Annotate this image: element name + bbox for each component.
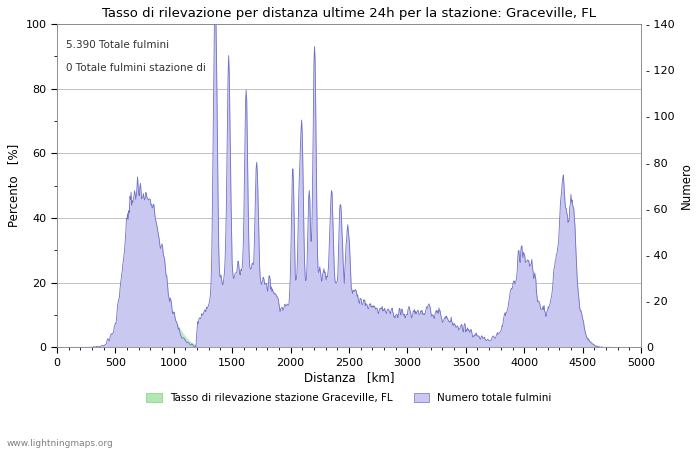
Y-axis label: Percento   [%]: Percento [%] (7, 144, 20, 227)
Text: 0 Totale fulmini stazione di: 0 Totale fulmini stazione di (66, 63, 206, 73)
Y-axis label: Numero: Numero (680, 162, 693, 209)
X-axis label: Distanza   [km]: Distanza [km] (304, 371, 394, 384)
Text: www.lightningmaps.org: www.lightningmaps.org (7, 439, 113, 448)
Title: Tasso di rilevazione per distanza ultime 24h per la stazione: Graceville, FL: Tasso di rilevazione per distanza ultime… (102, 7, 596, 20)
Text: 5.390 Totale fulmini: 5.390 Totale fulmini (66, 40, 169, 50)
Legend: Tasso di rilevazione stazione Graceville, FL, Numero totale fulmini: Tasso di rilevazione stazione Graceville… (142, 388, 556, 407)
